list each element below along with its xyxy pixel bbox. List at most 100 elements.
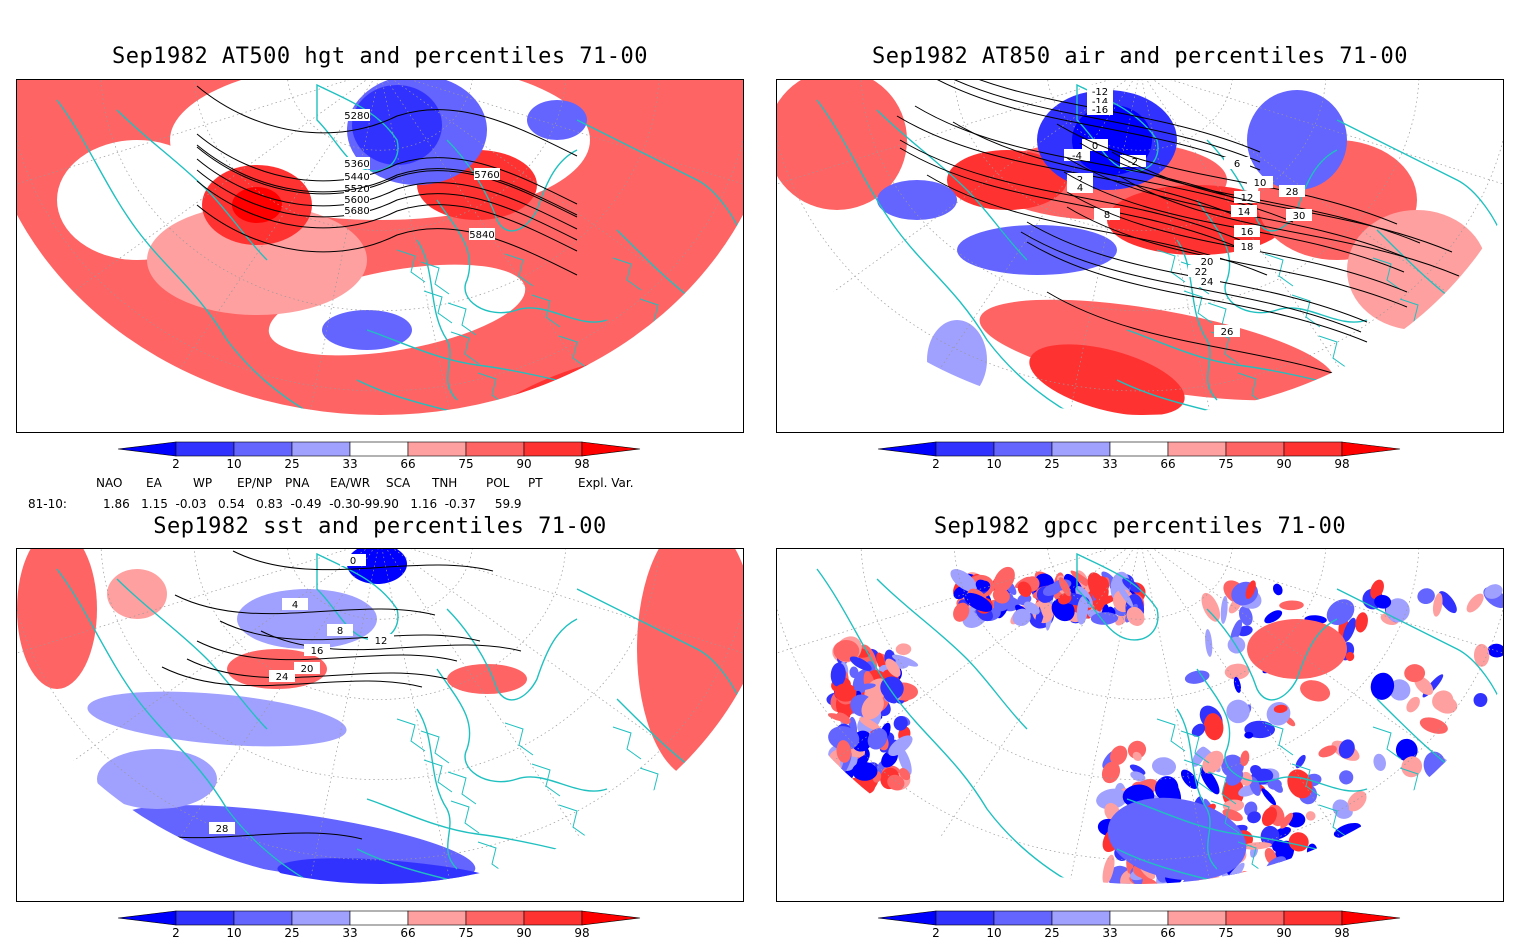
longitude-gridline xyxy=(310,549,381,879)
colorbar-sst: 2 10 25 33 66 75 90 98 xyxy=(117,909,644,940)
contour-line xyxy=(196,144,578,216)
contour-line xyxy=(919,80,1261,153)
country-border xyxy=(612,726,642,760)
longitude-gridline xyxy=(379,549,687,762)
country-border xyxy=(585,376,615,410)
anomaly-patch xyxy=(1280,812,1294,829)
country-border xyxy=(1180,730,1210,764)
anomaly-patch xyxy=(885,658,901,677)
anomaly-patch xyxy=(1201,592,1221,622)
anomaly-patch xyxy=(1267,865,1289,884)
colorbar-tick-label: 2 xyxy=(172,457,180,471)
map-sst: 0 4 8 12 16 20 24 28 xyxy=(16,548,744,902)
coastline xyxy=(1116,379,1248,415)
contour-label-bg xyxy=(1286,209,1312,221)
anomaly-patch xyxy=(1473,692,1488,708)
contour-label-bg xyxy=(344,157,370,169)
colorbar-tick-label: 75 xyxy=(458,457,473,471)
anomaly-patch xyxy=(1272,839,1286,853)
anomaly-patch xyxy=(1438,813,1459,835)
anomaly-patch xyxy=(1424,796,1448,814)
coastline xyxy=(1196,668,1368,792)
longitude-gridline xyxy=(379,549,450,879)
contour-label-bg xyxy=(1231,205,1257,217)
anomaly-patch xyxy=(1191,723,1206,737)
contour-label: -2 xyxy=(1128,157,1138,168)
anomaly-patch xyxy=(1200,766,1220,795)
colorbar-segment xyxy=(935,441,995,457)
colorbar-arrow-high xyxy=(1341,910,1401,926)
anomaly-patch xyxy=(1462,759,1488,785)
longitude-gridline xyxy=(1139,80,1341,369)
anomaly-patch xyxy=(891,654,919,667)
country-border xyxy=(1426,808,1456,842)
longitude-gridline xyxy=(379,80,450,410)
anomaly-patch xyxy=(1326,599,1355,626)
contour-label-bg xyxy=(269,670,295,682)
contour-line xyxy=(1118,175,1460,277)
anomaly-patch xyxy=(1247,90,1347,190)
anomaly-patch xyxy=(1203,713,1224,741)
contour-label-bg xyxy=(344,170,370,182)
map-air: -12 -14 -16 -2 -4 0 2 4 6 8 10 12 14 16 18 20 22 24 26 28 30 xyxy=(776,79,1504,433)
anomaly-patch xyxy=(1244,731,1254,739)
index-header: Expl. Var. xyxy=(578,476,634,490)
longitude-gridline xyxy=(1139,549,1447,762)
contour-label: 0 xyxy=(350,556,356,567)
anomaly-patch xyxy=(1127,740,1147,759)
anomaly-patch xyxy=(993,566,1015,593)
colorbar-segment xyxy=(233,910,293,926)
anomaly-patch xyxy=(1472,803,1486,829)
anomaly-patch xyxy=(1226,699,1250,724)
contour-label-bg xyxy=(1087,103,1113,115)
anomaly-patch xyxy=(859,717,881,731)
coastline xyxy=(436,199,608,323)
contour-label: -4 xyxy=(1072,151,1082,162)
contour-label: -14 xyxy=(1092,97,1108,108)
coastline xyxy=(116,109,268,261)
anomaly-patch xyxy=(1202,750,1224,774)
anomaly-patch xyxy=(1279,600,1304,611)
colorbar-tick-label: 10 xyxy=(226,457,241,471)
contour-label-bg xyxy=(1188,265,1214,277)
colorbar-tick-label: 98 xyxy=(574,457,589,471)
coastline xyxy=(436,668,608,792)
coastline xyxy=(816,568,1108,884)
anomaly-patch xyxy=(1261,788,1277,806)
coastline xyxy=(116,578,268,730)
colorbar-hgt: 2 10 25 33 66 75 90 98 xyxy=(117,440,644,471)
contour-line xyxy=(1020,231,1362,333)
anomaly-patch xyxy=(527,100,587,140)
anomaly-patch xyxy=(87,691,347,747)
anomaly-patch xyxy=(1023,601,1040,615)
contour-label: 24 xyxy=(1201,277,1214,288)
contour-label-bg xyxy=(1224,157,1250,169)
index-values: 1.86 1.15 -0.03 0.54 0.83 -0.49 -0.30-99… xyxy=(103,497,522,511)
anomaly-patch xyxy=(1419,717,1448,734)
longitude-gridline xyxy=(73,80,381,293)
anomaly-patch xyxy=(1347,790,1367,812)
anomaly-patch xyxy=(1273,704,1288,713)
anomaly-patch xyxy=(1076,595,1088,625)
colorbar-tick-label: 10 xyxy=(986,457,1001,471)
contour-line xyxy=(196,169,578,241)
country-border xyxy=(531,294,561,328)
anomaly-patch xyxy=(1433,859,1456,870)
colorbar-tick-label: 66 xyxy=(1160,926,1175,940)
colorbar-arrow-low xyxy=(877,910,937,926)
contour-label-bg xyxy=(304,644,330,656)
colorbar-tick-label: 25 xyxy=(1044,926,1059,940)
anomaly-patch xyxy=(1262,867,1281,884)
colorbar-tick-label: 2 xyxy=(172,926,180,940)
contour-label: 10 xyxy=(1254,178,1267,189)
longitude-gridline xyxy=(379,80,581,369)
anomaly-patch xyxy=(1370,672,1395,700)
index-header: PT xyxy=(528,476,543,490)
anomaly-patch xyxy=(849,656,872,671)
colorbar-segment xyxy=(175,441,235,457)
country-border xyxy=(396,249,426,283)
contour-line xyxy=(1066,191,1408,293)
colorbar-tick-label: 66 xyxy=(1160,457,1175,471)
colorbar-segment xyxy=(1109,910,1169,926)
country-border xyxy=(558,335,588,369)
